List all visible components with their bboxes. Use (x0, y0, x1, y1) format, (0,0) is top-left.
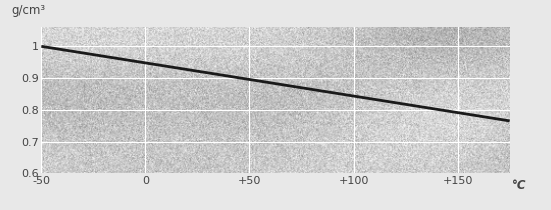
Text: °C: °C (512, 179, 527, 192)
Text: g/cm³: g/cm³ (11, 4, 45, 17)
